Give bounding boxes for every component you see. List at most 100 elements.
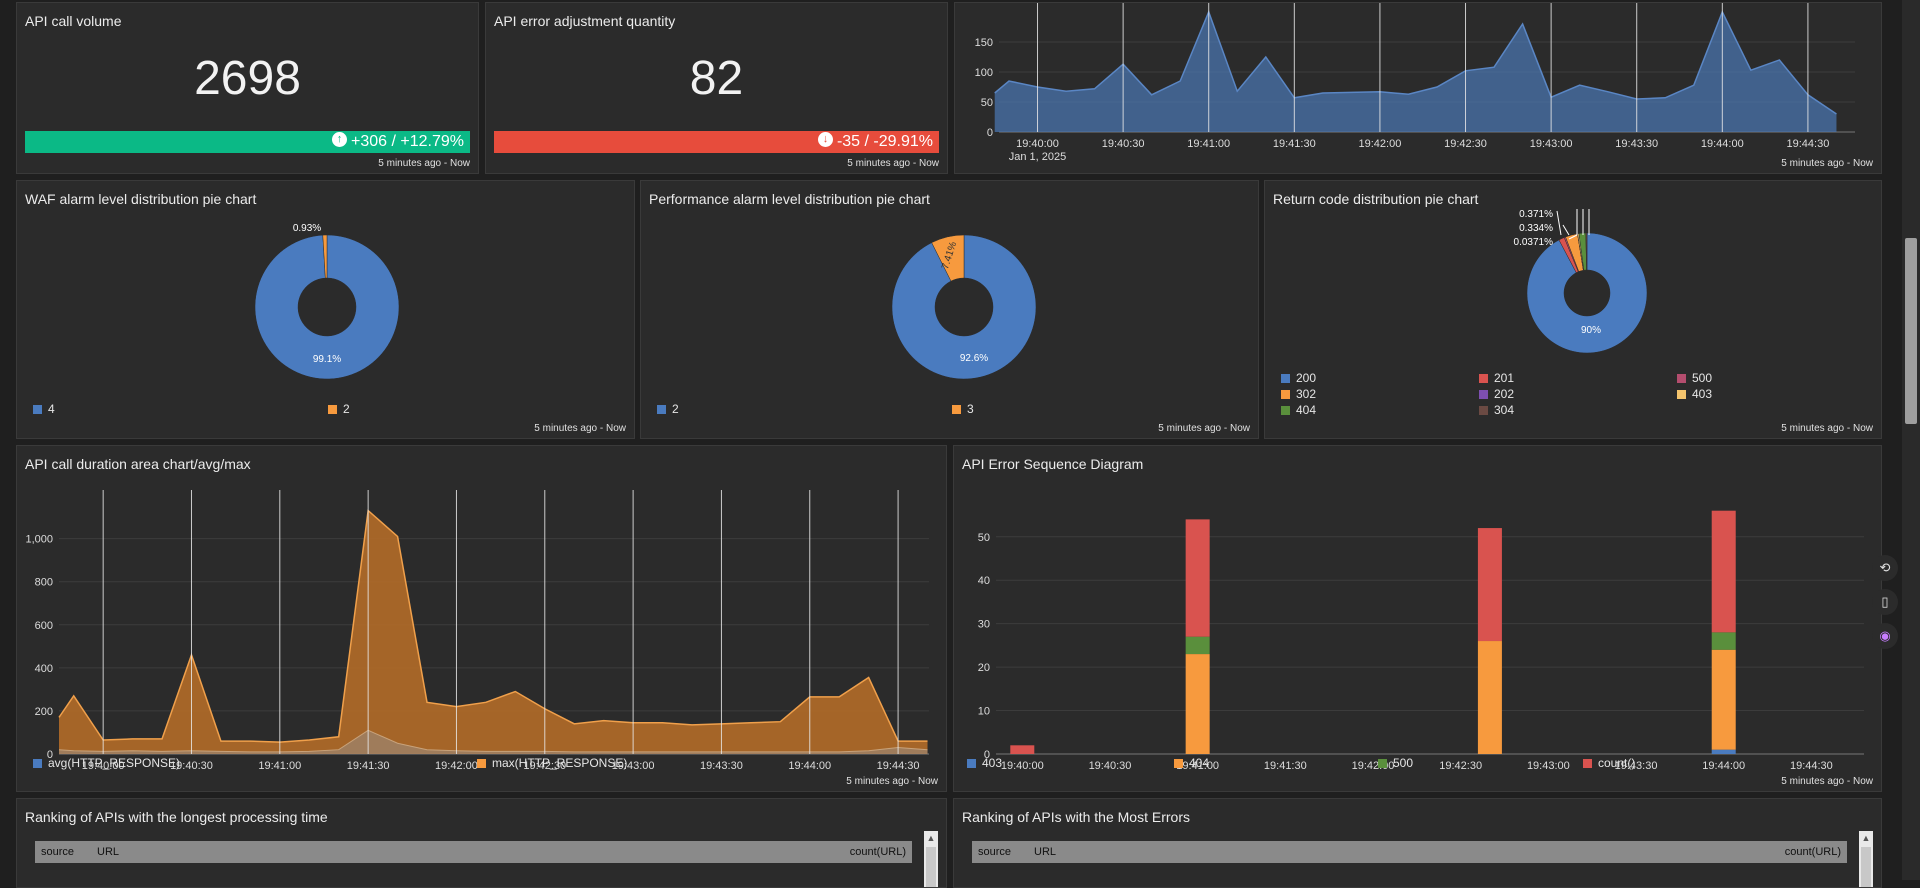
column-url[interactable]: URL: [1034, 846, 1057, 858]
legend-item-304[interactable]: 304: [1479, 403, 1514, 417]
x-tick-label: 19:41:00: [258, 760, 301, 772]
api-call-trend-chart: 0 50 100 150 19:40:00 19:40:30 19:41:00 19:41:3…: [975, 3, 1855, 163]
legend-item-count[interactable]: count(): [1583, 756, 1635, 770]
y-tick-label: 10: [978, 706, 990, 718]
y-tick-label: 30: [978, 619, 990, 631]
y-tick-label: 100: [975, 67, 993, 79]
legend-item-500[interactable]: 500: [1378, 756, 1413, 770]
x-tick-label: 19:40:00: [1016, 138, 1059, 150]
x-tick-label: 19:44:00: [1701, 138, 1744, 150]
legend-item-201[interactable]: 201: [1479, 371, 1514, 385]
legend-item-500[interactable]: 500: [1677, 371, 1712, 385]
legend-swatch: [1583, 759, 1592, 769]
x-tick-label: 19:42:30: [1444, 138, 1487, 150]
book-icon[interactable]: ▯: [1872, 589, 1898, 615]
return-code-pie-panel: Return code distribution pie chart 90% 0.…: [1264, 180, 1882, 439]
scroll-up-icon[interactable]: ▲: [926, 833, 936, 843]
x-tick-label: 19:42:30: [523, 760, 566, 772]
legend-item-avg[interactable]: avg(HTTP_RESPONSE): [33, 756, 180, 770]
legend-label: 302: [1296, 387, 1317, 401]
x-tick-label: 19:41:00: [1187, 138, 1230, 150]
y-tick-label: 0: [987, 127, 993, 139]
refresh-icon[interactable]: ⟲: [1872, 555, 1898, 581]
column-source[interactable]: source: [978, 846, 1012, 858]
column-count[interactable]: count(URL): [1784, 846, 1841, 858]
bar-segment: [1477, 528, 1502, 642]
callout-label: 0.371%: [1519, 209, 1553, 220]
slice-label: 92.6%: [960, 353, 988, 364]
time-range: 5 minutes ago - Now: [1158, 423, 1250, 434]
most-errors-ranking-panel: Ranking of APIs with the Most Errors sou…: [953, 798, 1882, 888]
panel-title: Ranking of APIs with the Most Errors: [962, 809, 1190, 825]
panel-title: API call duration area chart/avg/max: [25, 456, 251, 472]
x-tick-label: 19:43:00: [1530, 138, 1573, 150]
time-range: 5 minutes ago - Now: [534, 423, 626, 434]
scrollbar-thumb[interactable]: [926, 847, 936, 887]
api-call-duration-panel: API call duration area chart/avg/max 0 20…: [16, 445, 947, 792]
max-series-area: [59, 510, 928, 754]
legend-swatch: [1677, 374, 1686, 384]
bar-segment: [1185, 654, 1210, 754]
page-scrollbar[interactable]: [1902, 0, 1920, 880]
time-range: 5 minutes ago - Now: [1781, 423, 1873, 434]
date-label: Jan 1, 2025: [74, 773, 132, 774]
scrollbar-thumb[interactable]: [1861, 847, 1871, 887]
y-tick-label: 600: [35, 620, 53, 632]
legend-item-404[interactable]: 404: [1281, 403, 1316, 417]
avg-series-area: [59, 730, 928, 754]
column-count[interactable]: count(URL): [849, 846, 906, 858]
x-tick-label: 19:44:00: [788, 760, 831, 772]
legend-item-2[interactable]: 2: [328, 402, 350, 416]
bar-segment: [1010, 745, 1035, 754]
y-tick-label: 50: [978, 532, 990, 544]
legend-swatch: [952, 405, 961, 415]
legend-item-2[interactable]: 2: [657, 402, 679, 416]
y-tick-label: 200: [35, 706, 53, 718]
table-scrollbar[interactable]: ▲: [1859, 831, 1873, 887]
legend-item-200[interactable]: 200: [1281, 371, 1316, 385]
x-tick-label: 19:44:30: [1790, 760, 1833, 772]
x-tick-label: 19:43:00: [612, 760, 655, 772]
legend-item-403[interactable]: 403: [1677, 387, 1712, 401]
waf-pie-chart: 99.1% 0.93%: [254, 223, 400, 380]
column-url[interactable]: URL: [97, 846, 120, 858]
legend-item-202[interactable]: 202: [1479, 387, 1514, 401]
panel-title: WAF alarm level distribution pie chart: [25, 191, 257, 207]
x-tick-label: 19:41:30: [1273, 138, 1316, 150]
legend-swatch: [1281, 406, 1290, 416]
legend-item-403[interactable]: 403: [967, 756, 1002, 770]
legend-item-4[interactable]: 4: [33, 402, 55, 416]
y-tick-label: 150: [975, 37, 993, 49]
y-tick-label: 0: [47, 749, 53, 761]
page-scrollbar-thumb[interactable]: [1905, 238, 1917, 424]
legend-swatch: [1378, 759, 1387, 769]
kpi-delta-bar: ↓ -35 / -29.91%: [494, 131, 939, 153]
panel-title: API Error Sequence Diagram: [962, 456, 1144, 472]
legend-item-404[interactable]: 404: [1174, 756, 1209, 770]
x-tick-label: 19:42:00: [435, 760, 478, 772]
side-toolbar: ⟲ ▯ ◉: [1872, 555, 1902, 657]
legend-item-302[interactable]: 302: [1281, 387, 1316, 401]
bar-segment: [1711, 649, 1736, 750]
brain-icon[interactable]: ◉: [1872, 623, 1898, 649]
legend-label: 202: [1494, 387, 1515, 401]
callout-line: [1568, 234, 1578, 240]
x-tick-label: 19:40:30: [1102, 138, 1145, 150]
legend-swatch: [1677, 390, 1686, 400]
legend-item-max[interactable]: max(HTTP_RESPONSE): [477, 756, 627, 770]
y-tick-label: 50: [981, 97, 993, 109]
column-source[interactable]: source: [41, 846, 75, 858]
legend-label: 403: [1692, 387, 1713, 401]
slice-label: 99.1%: [313, 354, 341, 365]
time-range: 5 minutes ago - Now: [1781, 776, 1873, 787]
kpi-value: 2698: [194, 52, 301, 105]
x-tick-label: 19:40:30: [170, 760, 213, 772]
scroll-up-icon[interactable]: ▲: [1861, 833, 1871, 843]
panel-title: Performance alarm level distribution pie…: [649, 191, 930, 207]
arrow-up-icon: ↑: [332, 132, 348, 148]
table-scrollbar[interactable]: ▲: [924, 831, 938, 887]
x-tick-label: 19:40:30: [1089, 760, 1132, 772]
x-tick-label: 19:40:00: [1001, 760, 1044, 772]
y-tick-label: 800: [35, 577, 53, 589]
legend-item-3[interactable]: 3: [952, 402, 974, 416]
